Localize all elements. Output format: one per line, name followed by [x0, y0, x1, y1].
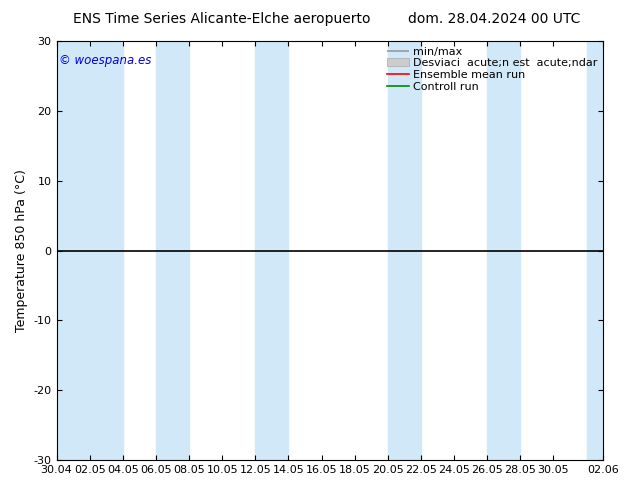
Y-axis label: Temperature 850 hPa (°C): Temperature 850 hPa (°C) [15, 169, 28, 332]
Text: dom. 28.04.2024 00 UTC: dom. 28.04.2024 00 UTC [408, 12, 581, 26]
Bar [256, 41, 288, 460]
Bar [487, 41, 521, 460]
Bar [56, 41, 123, 460]
Bar [586, 41, 611, 460]
Text: © woespana.es: © woespana.es [59, 53, 152, 67]
Bar [388, 41, 421, 460]
Legend: min/max, Desviaci  acute;n est  acute;ndar, Ensemble mean run, Controll run: min/max, Desviaci acute;n est acute;ndar… [384, 45, 600, 94]
Bar [156, 41, 189, 460]
Text: ENS Time Series Alicante-Elche aeropuerto: ENS Time Series Alicante-Elche aeropuert… [73, 12, 371, 26]
